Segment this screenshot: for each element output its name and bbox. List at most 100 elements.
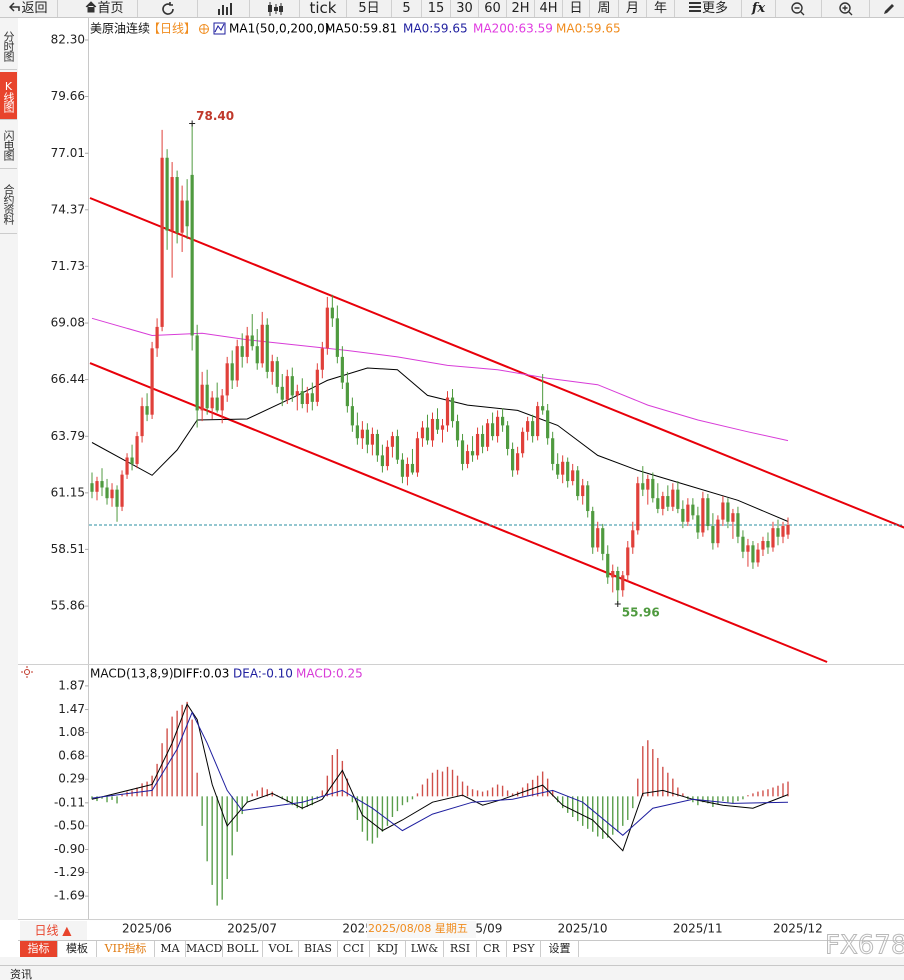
- candle-body: [220, 395, 224, 411]
- trend-line: [89, 197, 904, 529]
- candle-body: [596, 528, 600, 548]
- toolbar-button[interactable]: 15: [422, 0, 451, 17]
- extreme-label: 55.96: [622, 605, 660, 619]
- bottom-tab[interactable]: 设置: [541, 941, 579, 957]
- footer-bg: [0, 957, 904, 980]
- y-tick-label: 77.01: [51, 146, 85, 160]
- indicator-icon[interactable]: [213, 22, 226, 35]
- draw-button[interactable]: [870, 0, 904, 17]
- candle-body: [205, 384, 209, 409]
- candle-body: [330, 307, 334, 319]
- candle-body: [140, 406, 144, 437]
- bottom-tab[interactable]: KDJ: [370, 941, 406, 957]
- period-button-bg[interactable]: [20, 921, 87, 940]
- candle-body: [611, 571, 615, 578]
- toolbar-button[interactable]: 2H: [507, 0, 535, 17]
- candle-body: [305, 393, 309, 404]
- candle-body: [210, 397, 214, 409]
- add-icon[interactable]: [199, 24, 209, 34]
- legend-item: MA50:59.81: [325, 22, 397, 36]
- toolbar-button[interactable]: 年: [647, 0, 675, 17]
- candle-body: [636, 483, 640, 531]
- y-tick-label: -0.50: [54, 818, 85, 832]
- bottom-tab[interactable]: PSY: [507, 941, 541, 957]
- candle-body: [781, 526, 785, 537]
- legend-item: MA1(50,0,200,0): [229, 22, 329, 36]
- y-tick-label: -1.29: [54, 865, 85, 879]
- bottom-tab[interactable]: CR: [477, 941, 507, 957]
- toolbar-button[interactable]: 5日: [347, 0, 392, 17]
- y-tick-label: 61.15: [51, 485, 85, 499]
- toolbar-button[interactable]: 更多: [675, 0, 742, 17]
- candle-body: [606, 553, 610, 578]
- toolbar-button[interactable]: 日: [563, 0, 590, 17]
- candle-body: [591, 511, 595, 548]
- toolbar-button[interactable]: tick: [300, 0, 347, 17]
- bottom-tab[interactable]: BOLL: [223, 941, 263, 957]
- sidebar-tab[interactable]: K线图: [0, 72, 17, 120]
- candle-body: [671, 489, 675, 507]
- sidebar-tab[interactable]: 分时图: [0, 22, 17, 70]
- extreme-marker: [614, 600, 621, 607]
- candle-body: [460, 440, 465, 464]
- candle-body: [230, 363, 234, 381]
- toolbar-button[interactable]: 返回: [0, 0, 58, 17]
- candle-body: [135, 436, 139, 464]
- bottom-tab[interactable]: LW&: [406, 941, 444, 957]
- period-button[interactable]: 日线 ▲: [34, 924, 72, 938]
- candle-body: [145, 406, 149, 415]
- bottom-tab[interactable]: 模板: [58, 941, 97, 957]
- bottom-tab[interactable]: MACD: [186, 941, 223, 957]
- candle-body: [95, 481, 99, 492]
- candle-body: [766, 541, 770, 548]
- toolbar-button[interactable]: 30: [451, 0, 479, 17]
- toolbar-button[interactable]: 月: [619, 0, 647, 17]
- chart-button[interactable]: [198, 0, 250, 17]
- candle-body: [455, 421, 460, 441]
- overlay: 78.40 55.96 2025/08/08 星期五: [189, 109, 660, 938]
- y-tick-label: 0.29: [58, 772, 85, 786]
- x-tick-label: 2025/06: [122, 922, 172, 936]
- refresh-button[interactable]: [138, 0, 198, 17]
- toolbar-button[interactable]: fx: [742, 0, 776, 17]
- bottom-tab[interactable]: BIAS: [299, 941, 338, 957]
- zoom-out-button[interactable]: [776, 0, 822, 17]
- candle-body: [90, 483, 94, 492]
- candle-body: [500, 416, 505, 426]
- toolbar-button[interactable]: 60: [479, 0, 507, 17]
- zoom-in-button[interactable]: [822, 0, 870, 17]
- candle-body: [350, 406, 354, 426]
- y-tick-label: 1.87: [58, 678, 85, 692]
- toolbar-button[interactable]: 5: [392, 0, 422, 17]
- candle-body: [586, 485, 590, 512]
- toolbar-button[interactable]: 4H: [535, 0, 563, 17]
- bottom-tab[interactable]: VOL: [263, 941, 299, 957]
- candle-body: [275, 361, 279, 387]
- bottom-tab[interactable]: CCI: [338, 941, 370, 957]
- candle-button[interactable]: [250, 0, 300, 17]
- toolbar-button[interactable]: 首页: [72, 0, 138, 17]
- x-tick-label: 2025/12: [773, 922, 823, 936]
- toolbar-button[interactable]: 周: [590, 0, 619, 17]
- bottom-tab[interactable]: VIP指标: [97, 941, 155, 957]
- candle-body: [631, 530, 635, 548]
- settings-icon[interactable]: [21, 666, 33, 678]
- candle-body: [721, 502, 725, 520]
- sidebar-tab[interactable]: 闪电图: [0, 121, 17, 169]
- candle-body: [345, 382, 349, 407]
- candle-body: [270, 361, 274, 372]
- x-tick-label: 2025/10: [558, 922, 608, 936]
- candle-body: [215, 397, 219, 411]
- candle-body: [235, 346, 239, 381]
- candle-body: [300, 391, 304, 404]
- bottom-tab[interactable]: MA: [155, 941, 186, 957]
- bottom-tab[interactable]: RSI: [444, 941, 477, 957]
- news-tab[interactable]: 资讯: [10, 968, 32, 980]
- candle-body: [656, 498, 660, 509]
- candle-body: [395, 436, 400, 460]
- candle-body: [360, 429, 364, 439]
- sidebar-tab[interactable]: 合约资料: [0, 175, 17, 234]
- candle-body: [165, 157, 169, 231]
- bottom-tab[interactable]: 指标: [20, 941, 58, 957]
- candle-body: [315, 369, 319, 402]
